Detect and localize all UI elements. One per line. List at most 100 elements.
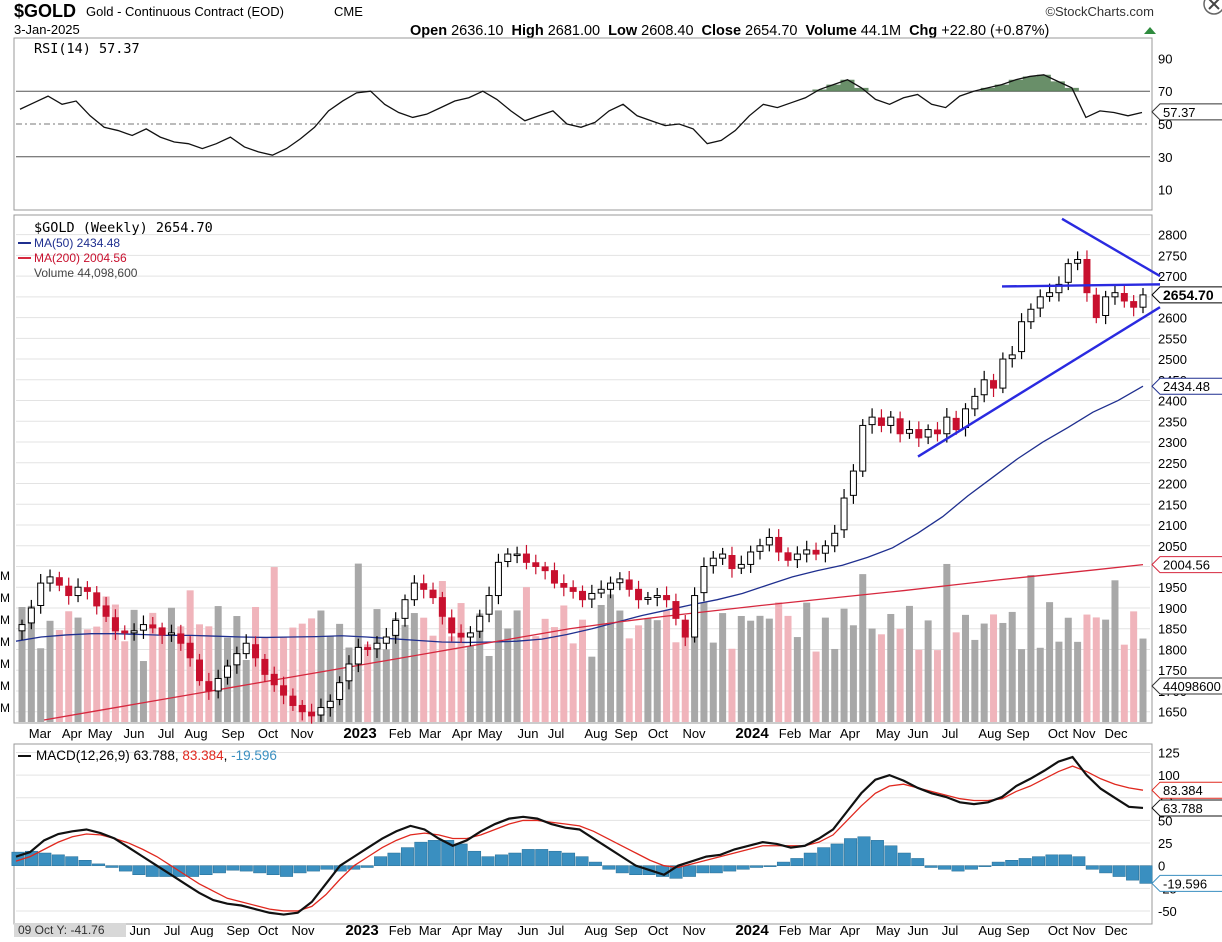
macd-x-label: Sep [614,923,637,937]
rsi-tick-label: 50 [1158,117,1172,132]
volume-bar [840,608,848,722]
volume-bar [373,609,381,722]
high-label: High [511,23,543,39]
macd-hist-tag-text: -19.596 [1163,876,1207,891]
candle-body [158,627,166,636]
candle-body [1064,263,1072,283]
candle-body [317,707,325,716]
volume-bar [550,627,558,722]
macd-hist-bar [306,865,320,872]
volume-bar [681,619,689,722]
macd-hist-bar [427,840,441,866]
price-x-label: Oct [648,726,669,741]
macd-x-label: Mar [419,923,442,937]
macd-hist-bar [817,847,831,866]
volume-bar [933,650,941,722]
macd-hist-bar [468,850,482,866]
volume-bar [420,617,428,722]
macd-hist-bar [830,843,844,866]
candle-body [719,553,727,559]
volume-bar [1064,617,1072,722]
candle-body [971,395,979,410]
macd-x-label: Nov [1072,923,1096,937]
candle-body [663,595,671,601]
candle-body [55,577,63,586]
volume-bar [410,613,418,722]
volume-bar [382,649,390,722]
macd-hist-bar [186,865,200,877]
candle-body [653,595,661,598]
rsi-tick-label: 90 [1158,51,1172,66]
candle-body [46,576,54,584]
candle-body [111,617,119,632]
volume-bar [999,622,1007,722]
open-value: 2636.10 [451,23,503,39]
macd-hist-bar [857,836,871,866]
candle-body [877,417,885,426]
volume-bar [1027,575,1035,722]
volume-bar [868,628,876,722]
volume-bar [1008,611,1016,722]
macd-hist-bar [145,865,159,877]
volume-bar [55,630,63,722]
macd-hist-bar [374,856,388,866]
volume-tick-label: M [0,569,10,583]
close-icon[interactable] [1203,0,1222,15]
candle-body [27,607,35,624]
volume-bar [943,563,951,722]
macd-hist-bar [521,849,535,866]
candle-body [1139,294,1147,308]
candle-body [336,682,344,700]
macd-x-label: Feb [779,923,801,937]
candle-body [93,592,101,607]
volume-bar [887,613,895,722]
volume-bar [849,625,857,722]
price-tick-label: 2250 [1158,456,1187,471]
macd-x-label: May [876,923,901,937]
macd-signal-tag-bg [1151,781,1222,799]
volume-bar [784,615,792,722]
price-legend: $GOLD (Weekly) 2654.70 [34,220,213,236]
price-x-label: Nov [290,726,314,741]
macd-x-label: Jun [908,923,929,937]
volume-bar [737,615,745,722]
macd-x-label: Sep [1006,923,1029,937]
macd-hist-bar [978,865,992,867]
macd-hist-bar [911,858,925,866]
macd-x-label: Mar [809,923,832,937]
candle-body [616,578,624,584]
macd-hist-bar [548,850,562,866]
volume-bar [607,594,615,722]
macd-hist-bar [441,840,455,866]
macd-hist-bar [65,856,79,866]
macd-hist-bar [884,845,898,866]
macd-hist-bar [1005,860,1019,866]
rsi-tick-label: 30 [1158,150,1172,165]
macd-tick-label: -50 [1158,904,1177,919]
price-x-label: Sep [614,726,637,741]
macd-hist-bar [1126,865,1140,881]
rsi-overbought-fill [812,74,1079,92]
macd-x-label: Aug [978,923,1001,937]
macd-value-tag-text: 63.788 [1163,801,1203,816]
candle-body [765,536,773,546]
macd-legend-name: MACD(12,26,9) 63.788 [36,748,175,763]
candle-body [513,553,521,557]
candle-body [569,587,577,592]
macd-hist-bar [588,861,602,866]
volume-tick-label: M [0,701,10,715]
volume-bar [672,642,680,722]
macd-hist-bar [212,865,226,874]
rsi-tick-label: 70 [1158,84,1172,99]
volume-bar [765,618,773,722]
candle-body [560,583,568,588]
macd-x-label: Feb [389,923,411,937]
macd-hist-bar [414,841,428,866]
candle-body [588,592,596,600]
candle-body [1036,296,1044,309]
price-x-label: Mar [29,726,52,741]
macd-hist-bar [118,865,132,872]
price-tick-label: 1750 [1158,663,1187,678]
macd-hist-bar [736,865,750,870]
trendline-horizontal [1001,283,1161,288]
